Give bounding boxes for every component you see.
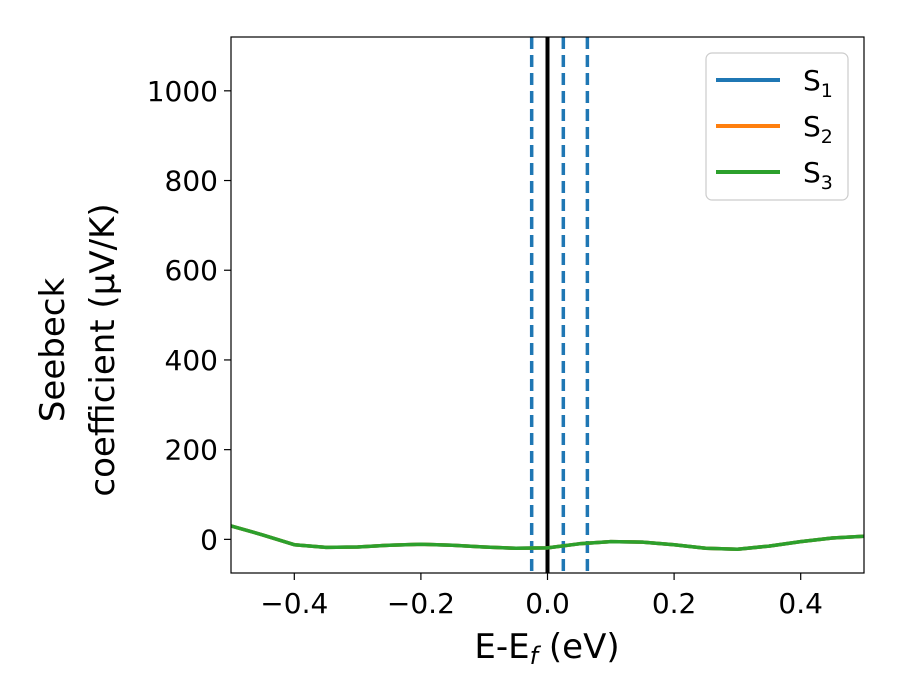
x-axis-ticks: −0.4 −0.2 0.0 0.2 0.4: [260, 573, 823, 620]
series-line-S3: [231, 524, 864, 551]
y-axis-label-line2: coefficient (μV/K): [83, 203, 123, 496]
y-tick-label: 200: [165, 434, 218, 467]
x-tick-label: 0.0: [525, 587, 570, 620]
y-axis-label-line1: Seebeck: [33, 278, 73, 423]
legend-label-S3: S3: [803, 156, 833, 194]
x-tick-label: −0.4: [260, 587, 328, 620]
y-tick-label: 800: [165, 165, 218, 198]
legend-label-S2: S2: [803, 110, 833, 148]
y-tick-label: 1000: [147, 75, 218, 108]
x-tick-label: 0.2: [652, 587, 697, 620]
x-axis-label: E-Ef (eV): [474, 627, 619, 670]
y-axis-label: Seebeck coefficient (μV/K): [33, 203, 123, 496]
legend: S1 S2 S3: [705, 52, 849, 201]
y-tick-label: 0: [200, 523, 218, 556]
x-tick-label: 0.4: [778, 587, 823, 620]
y-axis-ticks: 0 200 400 600 800 1000: [147, 75, 231, 556]
y-tick-label: 400: [165, 344, 218, 377]
y-tick-label: 600: [165, 254, 218, 287]
x-tick-label: −0.2: [387, 587, 455, 620]
legend-label-S1: S1: [803, 64, 833, 102]
